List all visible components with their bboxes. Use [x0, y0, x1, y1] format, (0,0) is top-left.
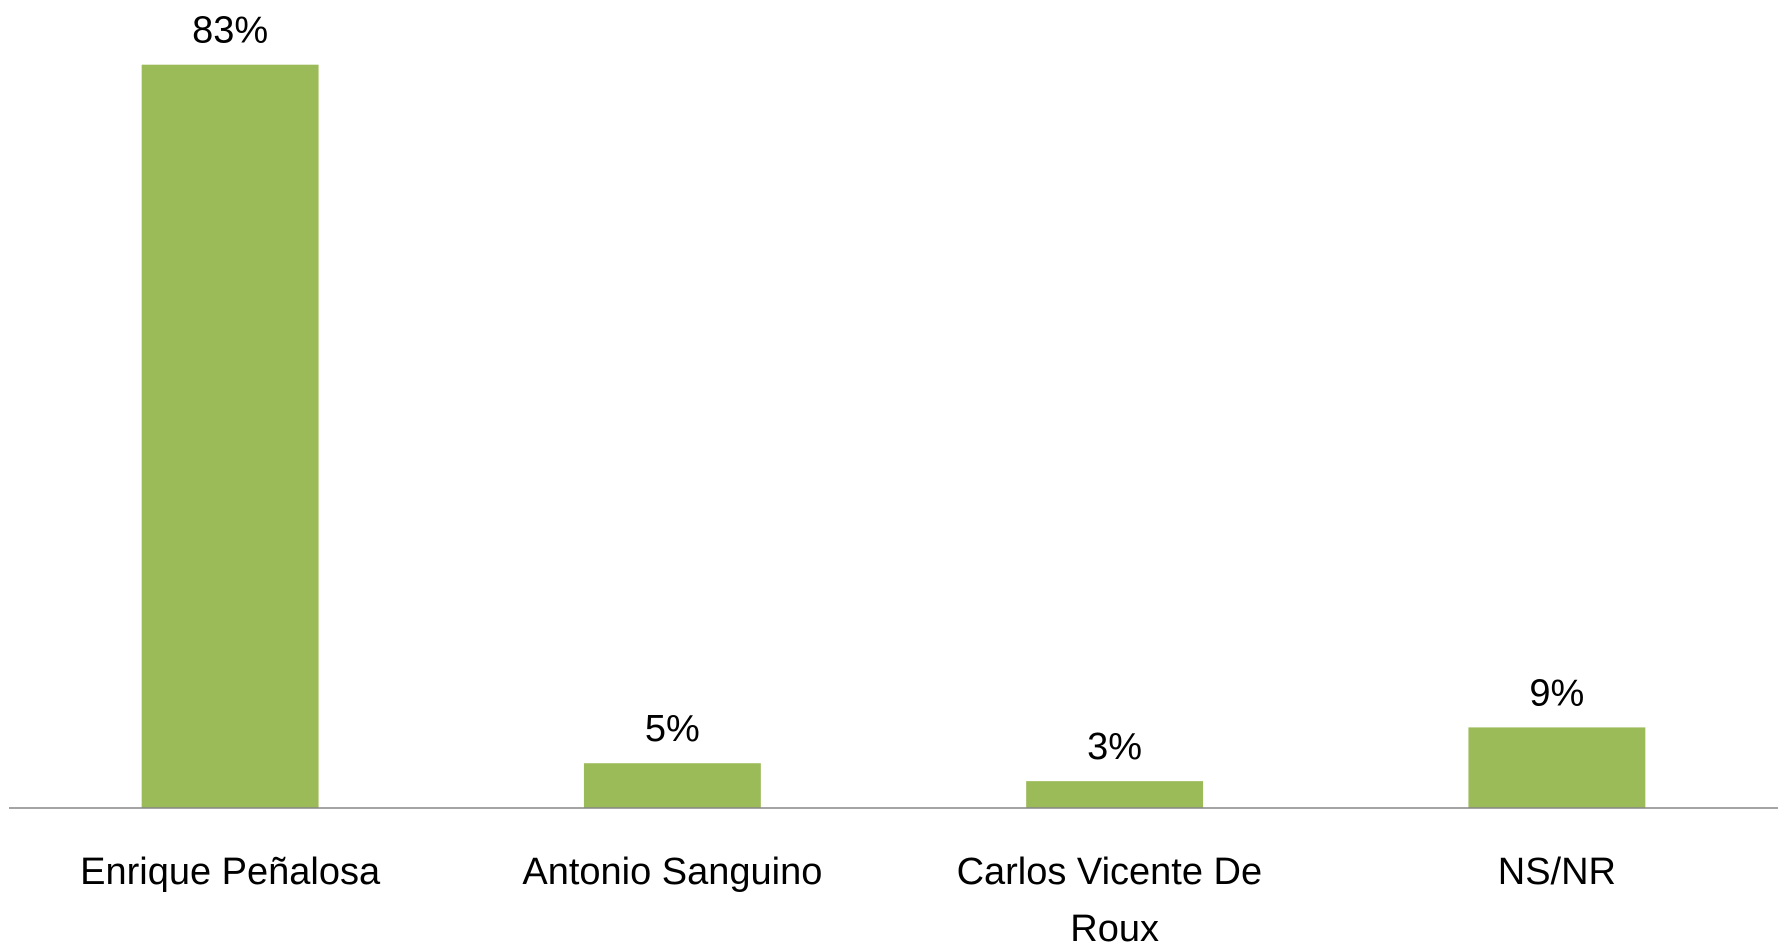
- x-tick-label: Carlos Vicente De Roux: [957, 851, 1273, 946]
- bar: [1026, 781, 1204, 808]
- bar: [583, 763, 761, 808]
- data-label: 5%: [645, 708, 700, 750]
- x-tick-label: Enrique Peñalosa: [80, 851, 381, 893]
- bar: [141, 64, 319, 808]
- data-label: 9%: [1529, 672, 1584, 714]
- data-label: 83%: [192, 10, 268, 52]
- data-label: 3%: [1087, 726, 1142, 768]
- x-tick-label: Antonio Sanguino: [522, 851, 822, 893]
- bar: [1468, 727, 1646, 808]
- x-tick-label: NS/NR: [1498, 851, 1616, 893]
